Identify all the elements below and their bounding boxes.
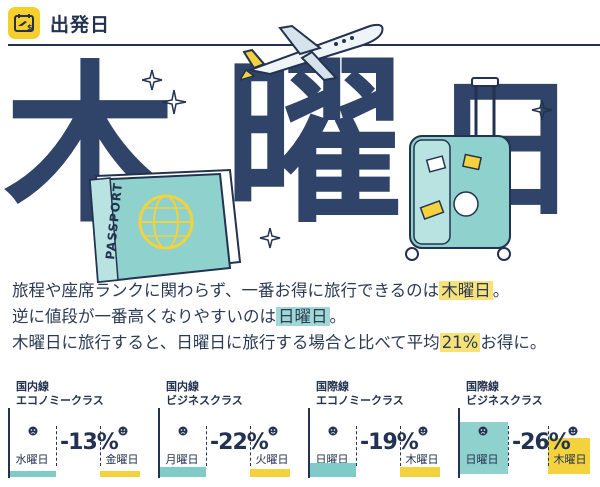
sad-face-icon bbox=[178, 426, 188, 436]
happy-face-icon bbox=[418, 426, 428, 436]
left-day-label: 月曜日 bbox=[165, 453, 199, 466]
card-domestic-business: 国内線 ビジネスクラス 月曜日 -22% 火曜日 bbox=[158, 378, 296, 487]
left-day-label: 日曜日 bbox=[315, 453, 349, 466]
description-line-3: 木曜日に旅行すると、日曜日に旅行する場合と比べて平均 21% お得に。 bbox=[12, 333, 547, 352]
page-title: 出発日 bbox=[50, 13, 111, 36]
right-day-label: 火曜日 bbox=[255, 453, 289, 466]
right-day-label: 木曜日 bbox=[405, 453, 439, 466]
highlight-thursday: 木曜日 bbox=[439, 281, 493, 300]
discount-percent: -13% bbox=[60, 430, 119, 455]
card-title: 国内線 エコノミークラス bbox=[16, 380, 104, 407]
card-title: 国際線 エコノミークラス bbox=[316, 380, 404, 407]
hero-illustration: 木 曜 日 PASSPORT bbox=[0, 23, 600, 284]
airplane-icon bbox=[240, 23, 384, 82]
discount-percent: -22% bbox=[210, 430, 269, 455]
sad-face-icon bbox=[328, 426, 338, 436]
happy-face-icon bbox=[568, 426, 578, 436]
header: $ 出発日 bbox=[8, 6, 110, 40]
happy-face-icon bbox=[268, 426, 278, 436]
happy-face-icon bbox=[118, 426, 128, 436]
sad-face-icon bbox=[28, 426, 38, 436]
hero-char-thursday-2: 曜 bbox=[224, 39, 405, 248]
discount-percent: -19% bbox=[360, 430, 419, 455]
description-line-1: 旅程や座席ランクに関わらず、一番お得に旅行できるのは 木曜日。 bbox=[12, 281, 510, 300]
description-line-2: 逆に値段が一番高くなりやすいのは 日曜日。 bbox=[12, 307, 346, 326]
card-international-economy: 国際線 エコノミークラス 日曜日 -19% 木曜日 bbox=[308, 378, 446, 487]
svg-text:$: $ bbox=[27, 23, 33, 32]
suitcase-icon bbox=[405, 77, 511, 261]
card-title: 国際線 ビジネスクラス bbox=[466, 380, 543, 407]
card-domestic-economy: 国内線 エコノミークラス 水曜日 -13% 金曜日 bbox=[8, 378, 146, 487]
highlight-sunday: 日曜日 bbox=[276, 307, 330, 326]
card-title: 国内線 ビジネスクラス bbox=[166, 380, 243, 407]
right-day-label: 木曜日 bbox=[553, 453, 587, 466]
sad-face-icon bbox=[478, 426, 488, 436]
sparkle-icon bbox=[531, 99, 553, 121]
sparkle-icon bbox=[259, 227, 281, 249]
right-day-label: 金曜日 bbox=[105, 453, 139, 466]
calendar-plane-icon: $ bbox=[8, 7, 40, 39]
left-day-label: 日曜日 bbox=[465, 453, 499, 466]
comparison-cards: 国内線 エコノミークラス 水曜日 -13% 金曜日 国内線 ビジネスクラス 月曜… bbox=[0, 378, 600, 487]
discount-percent: -26% bbox=[512, 430, 571, 455]
left-day-label: 水曜日 bbox=[15, 453, 49, 466]
passport-icon: PASSPORT bbox=[88, 168, 242, 284]
sparkle-icon bbox=[142, 69, 187, 115]
highlight-percent: 21% bbox=[439, 333, 481, 352]
card-international-business: 国際線 ビジネスクラス 日曜日 -26% 木曜日 bbox=[458, 378, 596, 487]
description: 旅程や座席ランクに関わらず、一番お得に旅行できるのは 木曜日。 逆に値段が一番高く… bbox=[12, 278, 596, 356]
